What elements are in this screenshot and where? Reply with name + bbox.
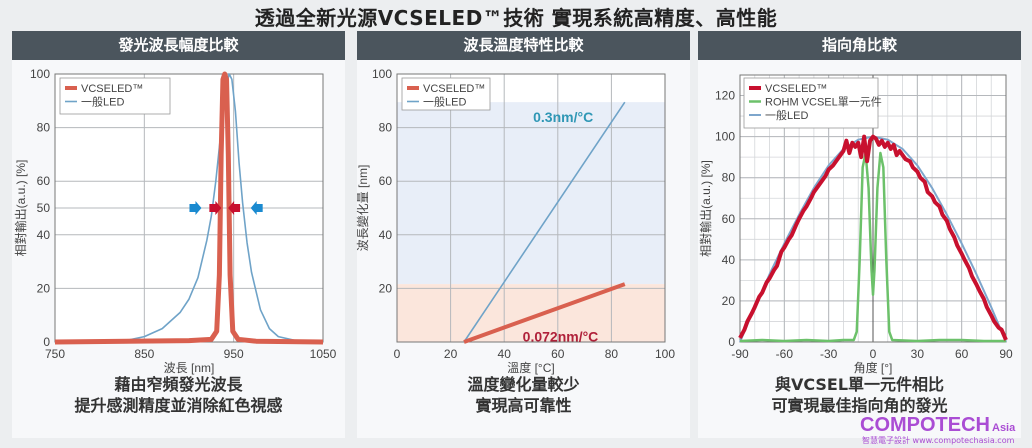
legend-label: VCSELED™ <box>81 83 143 95</box>
x-tick-label: 60 <box>551 347 565 361</box>
x-tick-label: 60 <box>955 347 969 361</box>
y-tick-label: 0 <box>43 335 50 349</box>
x-axis-label: 角度 [°] <box>854 360 893 375</box>
y-tick-label: 100 <box>30 67 50 81</box>
watermark-sub: 智慧電子設計 www.compotechasia.com <box>862 436 1015 445</box>
y-axis-label: 相對輸出(a.u.) [%] <box>698 160 713 257</box>
x-tick-label: 0 <box>870 347 877 361</box>
y-tick-label: 60 <box>722 212 736 226</box>
caption-line: 溫度變化量較少 <box>467 375 580 394</box>
x-tick-label: -30 <box>820 347 838 361</box>
x-tick-label: 90 <box>999 347 1013 361</box>
watermark-brand: COMPOTECH <box>860 414 990 436</box>
legend-label: 一般LED <box>765 109 808 122</box>
y-tick-label: 100 <box>372 67 392 81</box>
caption-line: 與VCSEL單一元件相比 <box>774 375 945 394</box>
fwhm-arrow-icon <box>250 201 263 215</box>
legend-box <box>743 77 879 129</box>
y-tick-label: 40 <box>37 228 51 242</box>
background-band <box>397 284 665 342</box>
legend-label: ROHM VCSEL單一元件 <box>765 96 882 109</box>
x-tick-label: 0 <box>394 347 401 361</box>
legend-label: VCSELED™ <box>765 83 827 95</box>
y-tick-label: 20 <box>722 294 736 308</box>
chart-1: 0 20 40 60 80 100 20 40 60 80 100 溫度 [°C] 波長變化量 [nm]… <box>355 67 675 375</box>
x-tick-label: 20 <box>444 347 458 361</box>
caption-line: 藉由窄頻發光波長 <box>114 375 243 394</box>
panel-header: 指向角比較 <box>698 31 1021 60</box>
y-axis-label: 相對輸出(a.u.) [%] <box>13 160 28 257</box>
y-tick-label: 60 <box>37 174 51 188</box>
fwhm-arrow-icon <box>228 201 241 215</box>
x-axis-label: 波長 [nm] <box>164 361 215 375</box>
background-band <box>397 102 665 285</box>
series-line <box>463 282 626 344</box>
panel-header: 發光波長幅度比較 <box>12 31 345 60</box>
annotation-label: 0.3nm/°C <box>533 109 593 125</box>
plot-frame <box>739 74 1007 343</box>
chart-0: 750 850 950 1050 0 20 40 50 60 80 100 波長 [nm] 相對輸出(a… <box>13 67 337 375</box>
caption-line: 可實現最佳指向角的發光 <box>771 396 948 415</box>
y-tick-label: 80 <box>379 121 393 135</box>
series-line <box>463 101 626 343</box>
y-tick-label: 100 <box>715 130 735 144</box>
x-tick-label: 30 <box>911 347 925 361</box>
x-tick-label: 850 <box>134 347 154 361</box>
y-tick-label: 60 <box>379 174 393 188</box>
y-tick-label: 50 <box>37 201 51 215</box>
fwhm-arrow-icon <box>189 201 202 215</box>
page-title: 透過全新光源VCSELED™技術 實現系統高精度、高性能 <box>254 6 778 30</box>
x-tick-label: 950 <box>224 347 244 361</box>
watermark-logo: COMPOTECH Asia <box>860 415 1015 438</box>
y-tick-label: 120 <box>715 89 735 103</box>
legend-label: 一般LED <box>423 96 466 109</box>
y-tick-label: 80 <box>722 171 736 185</box>
legend-box <box>59 77 171 115</box>
y-tick-label: 40 <box>379 228 393 242</box>
x-tick-label: 40 <box>498 347 512 361</box>
series-line <box>738 134 1008 341</box>
y-tick-label: 20 <box>37 281 51 295</box>
panel-header: 波長溫度特性比較 <box>357 31 690 60</box>
y-tick-label: 80 <box>37 121 51 135</box>
panel-caption: 藉由窄頻發光波長 提升感測精度並消除紅色視感 <box>12 374 345 416</box>
y-axis-label: 波長變化量 [nm] <box>355 165 370 252</box>
y-tick-label: 0 <box>728 335 735 349</box>
x-axis-label: 溫度 [°C] <box>507 360 554 375</box>
plot-frame <box>396 73 666 343</box>
chart-2: -90 -60 -30 0 30 60 90 0 20 40 60 80 100 120 角度 [°] 相對輸… <box>698 74 1013 375</box>
watermark-suffix: Asia <box>992 422 1016 434</box>
series-line <box>739 151 1006 343</box>
annotation-label: 0.072nm/°C <box>523 329 599 345</box>
x-tick-label: 100 <box>655 347 675 361</box>
legend-label: VCSELED™ <box>423 83 485 95</box>
y-tick-label: 20 <box>379 281 393 295</box>
x-tick-label: -90 <box>731 347 749 361</box>
caption-line: 實現高可靠性 <box>475 396 572 415</box>
legend-label: 一般LED <box>81 96 124 109</box>
caption-line: 提升感測精度並消除紅色視感 <box>74 396 283 415</box>
fwhm-arrow-icon <box>209 201 222 215</box>
panel-caption: 與VCSEL單一元件相比 可實現最佳指向角的發光 <box>698 374 1021 416</box>
x-tick-label: 1050 <box>310 347 337 361</box>
x-tick-label: -60 <box>776 347 794 361</box>
x-tick-label: 750 <box>45 347 65 361</box>
x-tick-label: 80 <box>605 347 619 361</box>
series-line <box>54 71 324 345</box>
panel-caption: 溫度變化量較少 實現高可靠性 <box>357 374 690 416</box>
legend-box <box>401 77 491 111</box>
y-tick-label: 40 <box>722 253 736 267</box>
